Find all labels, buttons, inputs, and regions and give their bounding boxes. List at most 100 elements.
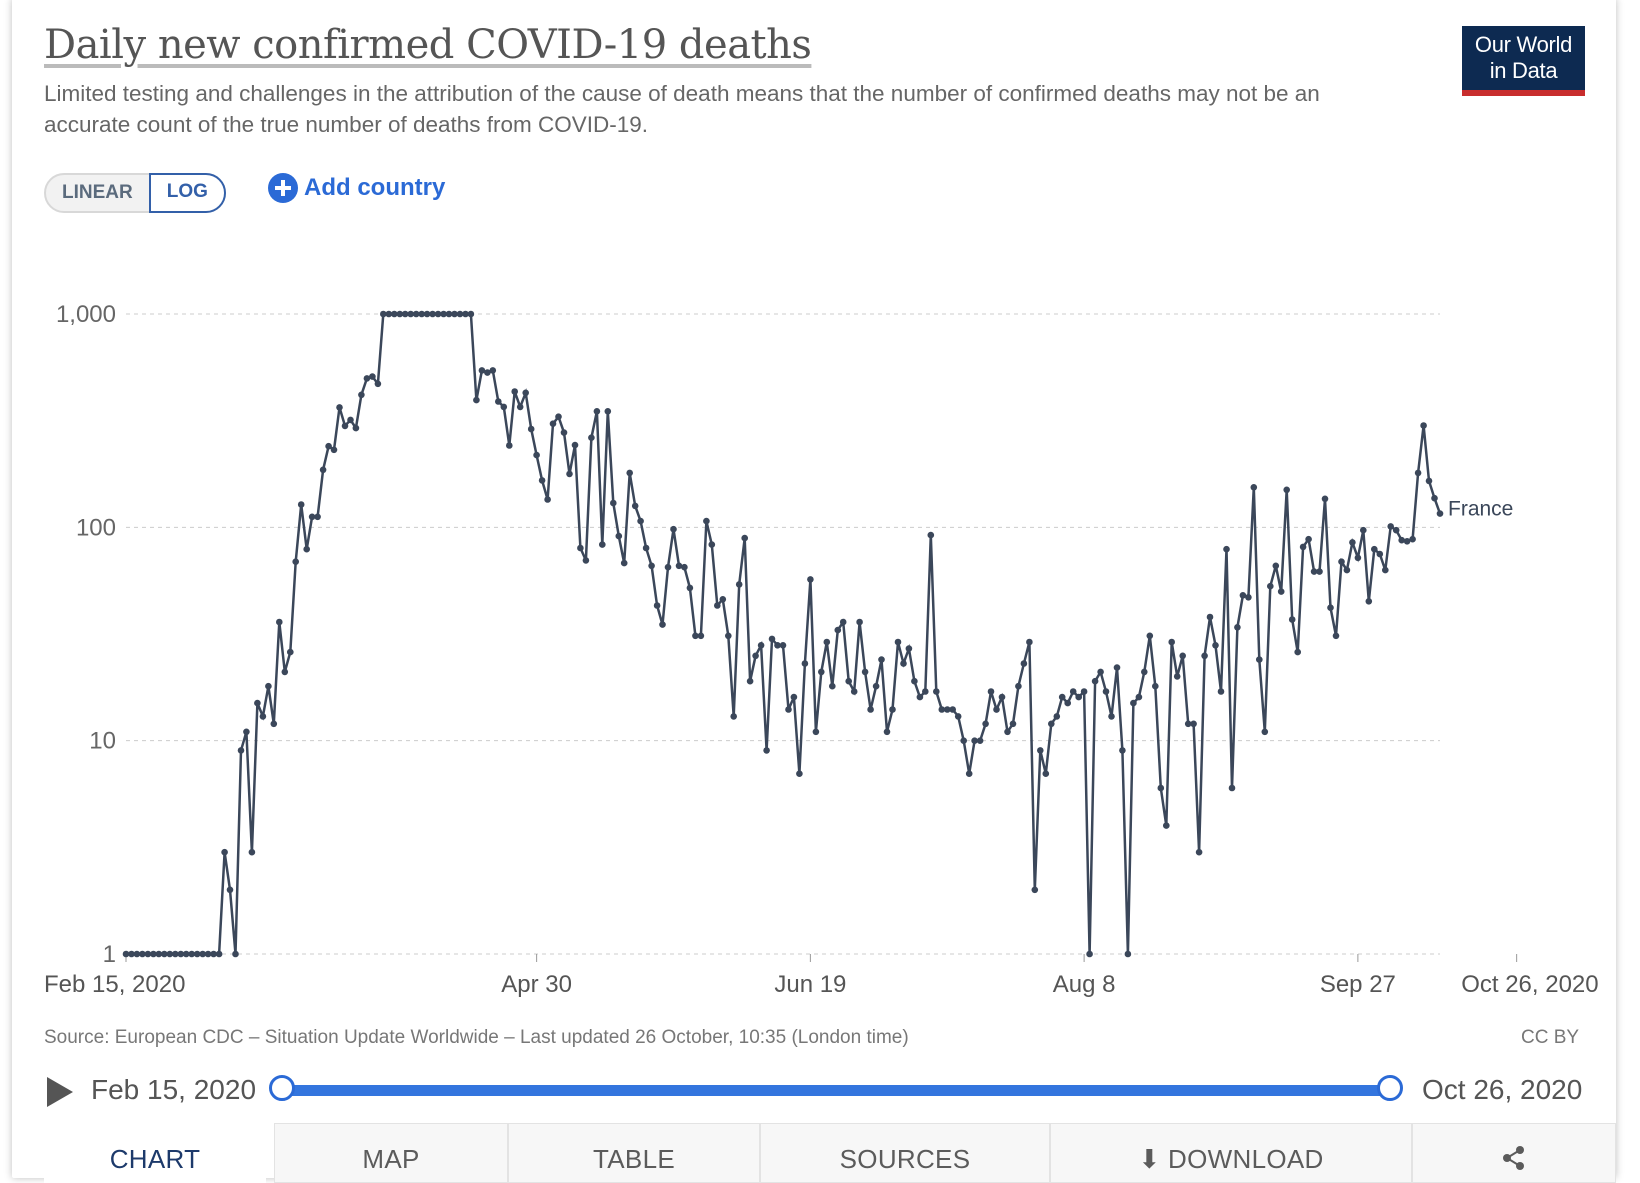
- scale-toggle[interactable]: LINEAR LOG: [44, 173, 226, 213]
- data-point[interactable]: [358, 391, 365, 399]
- tab-table[interactable]: TABLE: [508, 1123, 760, 1183]
- data-point[interactable]: [1048, 720, 1055, 728]
- data-point[interactable]: [615, 532, 623, 540]
- data-point[interactable]: [1360, 526, 1367, 534]
- data-point[interactable]: [889, 706, 896, 713]
- data-point[interactable]: [982, 720, 989, 728]
- data-point[interactable]: [1124, 950, 1132, 958]
- data-point[interactable]: [248, 848, 256, 856]
- data-point[interactable]: [1086, 950, 1093, 958]
- data-point[interactable]: [763, 747, 770, 754]
- data-point[interactable]: [1058, 693, 1066, 701]
- data-point[interactable]: [506, 442, 513, 449]
- data-point[interactable]: [259, 713, 267, 720]
- data-point[interactable]: [954, 713, 962, 720]
- data-point[interactable]: [144, 950, 152, 958]
- data-point[interactable]: [998, 693, 1006, 701]
- data-point[interactable]: [287, 648, 294, 656]
- data-point[interactable]: [965, 770, 973, 777]
- data-point[interactable]: [1217, 688, 1225, 695]
- data-point[interactable]: [1277, 588, 1285, 595]
- data-point[interactable]: [933, 688, 940, 695]
- license-link[interactable]: CC BY: [1521, 1027, 1580, 1048]
- data-point[interactable]: [1349, 539, 1356, 546]
- data-point[interactable]: [1173, 673, 1181, 680]
- data-point[interactable]: [374, 380, 382, 388]
- data-point[interactable]: [1332, 632, 1340, 640]
- data-point[interactable]: [188, 950, 195, 958]
- data-point[interactable]: [867, 706, 874, 713]
- data-point[interactable]: [193, 950, 201, 958]
- data-point[interactable]: [566, 470, 573, 478]
- data-point[interactable]: [1436, 510, 1444, 517]
- data-point[interactable]: [133, 950, 141, 958]
- data-point[interactable]: [1037, 747, 1044, 754]
- data-point[interactable]: [276, 618, 283, 626]
- data-point[interactable]: [1135, 693, 1143, 701]
- data-point[interactable]: [1042, 770, 1050, 777]
- data-point[interactable]: [1163, 822, 1170, 829]
- data-point[interactable]: [960, 737, 967, 744]
- data-point[interactable]: [489, 367, 497, 374]
- data-point[interactable]: [675, 562, 683, 570]
- data-point[interactable]: [648, 562, 655, 570]
- data-point[interactable]: [1414, 469, 1422, 477]
- data-point[interactable]: [555, 413, 562, 421]
- data-point[interactable]: [1239, 592, 1247, 599]
- data-point[interactable]: [341, 422, 349, 430]
- data-point[interactable]: [462, 310, 469, 318]
- tab-sources[interactable]: SOURCES: [760, 1123, 1050, 1183]
- data-point[interactable]: [637, 517, 644, 525]
- data-point[interactable]: [210, 950, 217, 958]
- data-point[interactable]: [451, 310, 458, 318]
- data-point[interactable]: [1420, 422, 1427, 429]
- data-point[interactable]: [221, 848, 228, 856]
- data-point[interactable]: [172, 950, 179, 958]
- data-point[interactable]: [308, 513, 316, 521]
- data-point[interactable]: [215, 950, 223, 958]
- data-point[interactable]: [369, 373, 376, 380]
- data-point[interactable]: [139, 950, 146, 958]
- data-point[interactable]: [872, 682, 880, 690]
- data-point[interactable]: [697, 632, 705, 640]
- line-chart[interactable]: 1 10 100 1,000 Feb 15, 2020 Apr 30 Jun 19 Aug …: [0, 0, 1640, 1010]
- data-point[interactable]: [456, 310, 464, 318]
- log-scale-button[interactable]: LOG: [148, 173, 226, 213]
- play-icon[interactable]: [45, 1077, 75, 1107]
- data-point[interactable]: [571, 441, 579, 449]
- data-point[interactable]: [735, 581, 743, 588]
- data-point[interactable]: [861, 668, 869, 676]
- data-point[interactable]: [993, 706, 1000, 713]
- data-point[interactable]: [1261, 728, 1269, 736]
- data-point[interactable]: [122, 950, 130, 958]
- data-point[interactable]: [1206, 613, 1214, 621]
- data-point[interactable]: [987, 688, 995, 695]
- data-point[interactable]: [653, 602, 661, 609]
- data-point[interactable]: [922, 688, 929, 695]
- linear-scale-button[interactable]: LINEAR: [62, 182, 133, 203]
- data-point[interactable]: [1201, 652, 1208, 660]
- data-point[interactable]: [976, 737, 984, 744]
- data-point[interactable]: [314, 513, 321, 521]
- series-line-france[interactable]: [126, 312, 1442, 956]
- data-point[interactable]: [1288, 616, 1296, 623]
- page-title[interactable]: Daily new confirmed COVID-19 deaths: [44, 22, 812, 68]
- data-point[interactable]: [1031, 886, 1039, 894]
- data-point[interactable]: [1091, 677, 1099, 685]
- data-point[interactable]: [1310, 568, 1318, 575]
- data-point[interactable]: [878, 656, 885, 663]
- data-point[interactable]: [319, 466, 327, 474]
- data-point[interactable]: [1245, 594, 1252, 601]
- data-point[interactable]: [1316, 568, 1323, 575]
- data-point[interactable]: [1119, 747, 1126, 754]
- tab-download[interactable]: ⬇ DOWNLOAD: [1050, 1123, 1412, 1183]
- data-point[interactable]: [823, 638, 831, 646]
- data-point[interactable]: [297, 501, 305, 508]
- data-point[interactable]: [741, 534, 748, 542]
- data-point[interactable]: [1431, 494, 1438, 502]
- data-point[interactable]: [1026, 638, 1033, 646]
- data-point[interactable]: [883, 728, 891, 736]
- add-country-button[interactable]: Add country: [268, 173, 445, 203]
- data-point[interactable]: [254, 699, 261, 707]
- data-point[interactable]: [1371, 545, 1378, 553]
